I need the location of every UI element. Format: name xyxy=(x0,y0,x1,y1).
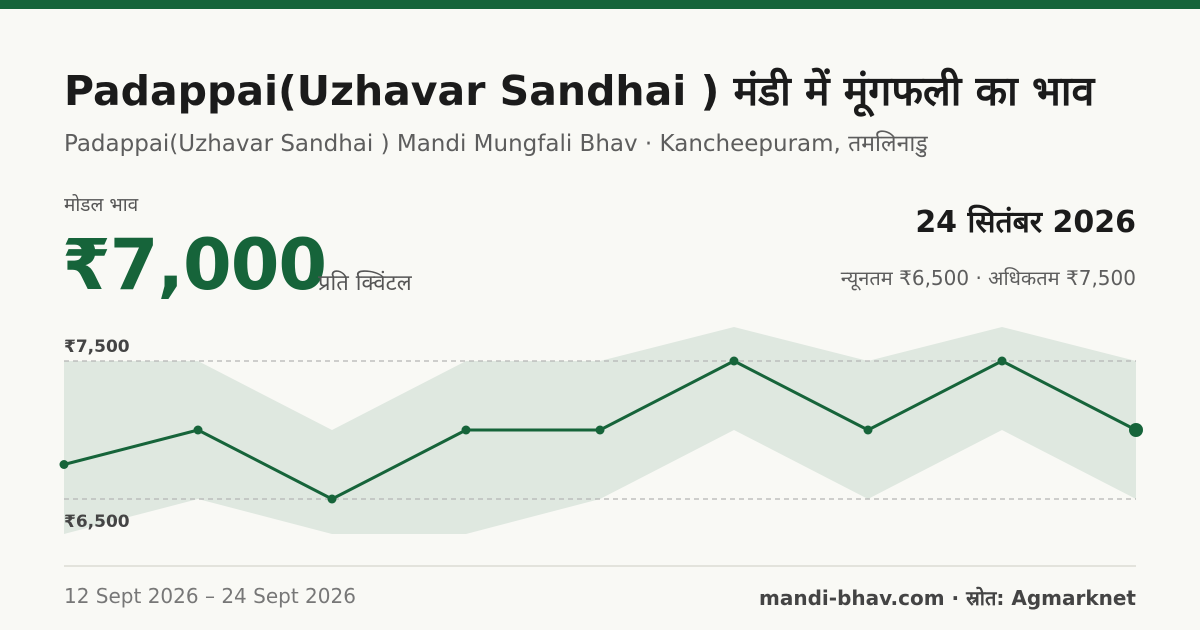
page-title: Padappai(Uzhavar Sandhai ) मंडी में मूंग… xyxy=(64,67,1095,115)
min-max-price: न्यूनतम ₹6,500 · अधिकतम ₹7,500 xyxy=(840,266,1136,290)
data-point xyxy=(997,356,1007,366)
date-range: 12 Sept 2026 – 24 Sept 2026 xyxy=(64,584,356,608)
data-point xyxy=(59,460,69,469)
footer-divider xyxy=(64,565,1136,567)
page-subtitle: Padappai(Uzhavar Sandhai ) Mandi Mungfal… xyxy=(64,131,928,157)
modal-price-label: मोडल भाव xyxy=(64,194,139,216)
y-tick-label-min: ₹6,500 xyxy=(64,512,130,532)
y-tick-label-max: ₹7,500 xyxy=(64,337,130,357)
data-point xyxy=(729,356,739,366)
data-point xyxy=(1129,423,1143,437)
data-point xyxy=(595,425,605,435)
data-point xyxy=(461,425,471,435)
price-trend-chart: ₹7,500 ₹6,500 xyxy=(59,327,1143,534)
data-point xyxy=(863,425,873,435)
price-unit: प्रति क्विंटल xyxy=(318,271,412,296)
price-date: 24 सितंबर 2026 xyxy=(915,205,1136,240)
source-credit: mandi-bhav.com · स्रोत: Agmarknet xyxy=(759,586,1136,610)
data-point xyxy=(193,425,203,435)
top-accent-bar xyxy=(0,0,1200,9)
modal-price-value: ₹7,000 xyxy=(62,224,327,306)
data-point xyxy=(327,494,337,504)
